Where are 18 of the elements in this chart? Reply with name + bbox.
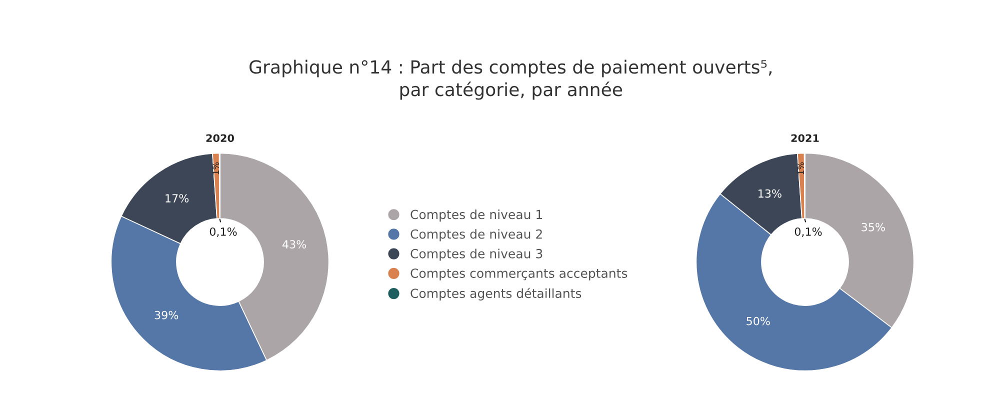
data-label: 0,1% xyxy=(210,227,237,237)
chart-title: Graphique n°14 : Part des comptes de paiement ouverts⁵, par catégorie, par année xyxy=(250,60,772,100)
legend-label: Comptes commerçants acceptants xyxy=(410,268,628,280)
chart-subtitle: 2021 xyxy=(791,134,819,142)
data-label: 13% xyxy=(758,189,782,198)
legend-label: Comptes agents détaillants xyxy=(410,288,582,300)
legend-label: Comptes de niveau 1 xyxy=(410,210,542,222)
data-label: 43% xyxy=(282,240,306,249)
data-label: 39% xyxy=(154,310,178,320)
data-label: 1% xyxy=(212,162,219,174)
chart-subtitle: 2020 xyxy=(206,134,234,142)
data-label: 35% xyxy=(862,222,885,232)
data-label: 1% xyxy=(798,162,804,174)
data-label: 50% xyxy=(746,316,770,326)
data-label: 17% xyxy=(166,194,189,202)
legend-label: Comptes de niveau 2 xyxy=(410,229,542,242)
data-label: 0,1% xyxy=(794,227,822,237)
legend-label: Comptes de niveau 3 xyxy=(410,248,542,261)
